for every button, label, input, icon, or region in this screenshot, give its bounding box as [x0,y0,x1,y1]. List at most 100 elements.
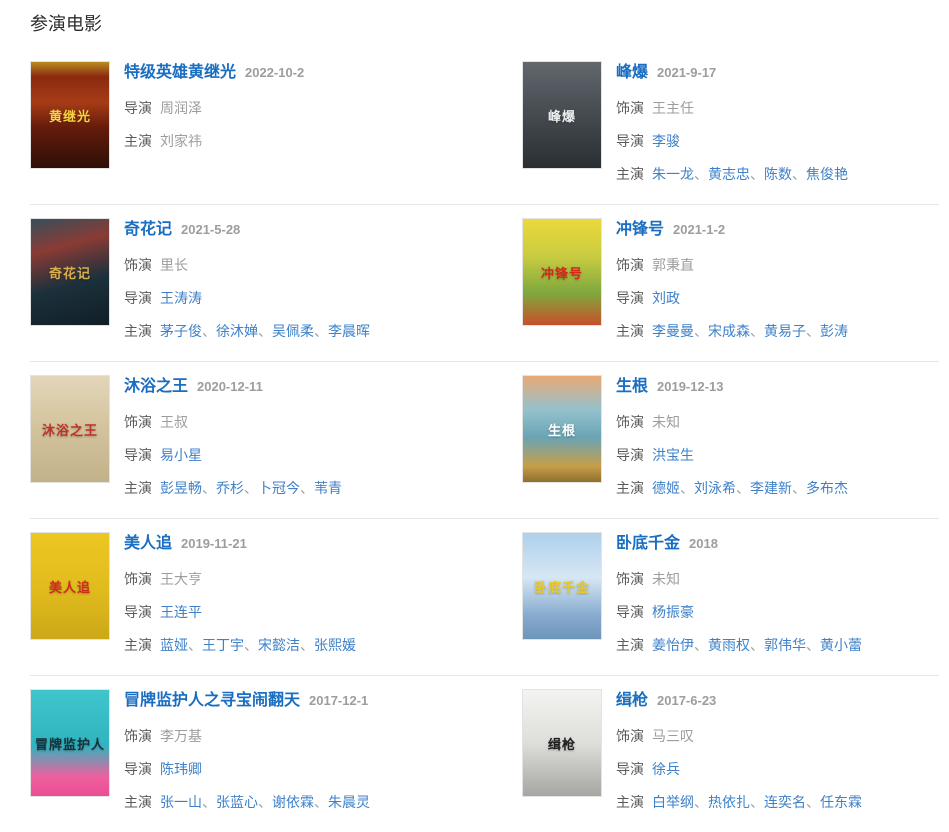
role-line: 饰演 未知 [616,572,862,587]
movie-poster-link[interactable]: 峰爆 [522,61,602,169]
stars-name-link[interactable]: 卜冠今 [258,480,300,496]
stars-name-link[interactable]: 彭昱畅 [160,480,202,496]
stars-name-link[interactable]: 张熙媛 [314,637,356,653]
movie-poster-link[interactable]: 冲锋号 [522,218,602,326]
stars-name-link[interactable]: 王丁宇 [202,637,244,653]
stars-name-link[interactable]: 蓝娅 [160,637,188,653]
stars-name-link[interactable]: 连奕名 [764,794,806,810]
stars-name-link[interactable]: 姜怡伊 [652,637,694,653]
movie-title-line: 冒牌监护人之寻宝闹翻天 2017-12-1 [124,691,370,711]
movie-title-link[interactable]: 峰爆 [616,64,649,81]
role-line: 饰演 未知 [616,415,848,430]
credit-label-director: 导演 [124,604,152,620]
movie-title-link[interactable]: 卧底千金 [616,535,681,552]
name-separator: 、 [258,794,272,810]
credit-label-stars: 主演 [616,794,644,810]
stars-name-link[interactable]: 郭伟华 [764,637,806,653]
director-name-link[interactable]: 刘政 [652,290,680,306]
credit-label-director: 导演 [616,447,644,463]
movie-poster-link[interactable]: 卧底千金 [522,532,602,640]
name-separator: 、 [736,480,750,496]
director-name-link[interactable]: 易小星 [160,447,202,463]
director-name-link[interactable]: 李骏 [652,133,680,149]
movie-title-link[interactable]: 冒牌监护人之寻宝闹翻天 [124,692,301,709]
stars-line: 主演 刘家祎 [124,134,304,149]
stars-name-link[interactable]: 乔杉 [216,480,244,496]
director-line: 导演 杨振豪 [616,605,862,620]
stars-name-link[interactable]: 黄小蕾 [820,637,862,653]
director-name-link[interactable]: 洪宝生 [652,447,694,463]
movie-card: 缉枪 缉枪 2017-6-23 饰演 马三叹 导演 徐兵 主演 白举纲、热依扎、连奕名、任东霖 [522,689,939,810]
stars-name-link[interactable]: 李曼曼 [652,323,694,339]
credit-label-director: 导演 [124,447,152,463]
movie-info: 生根 2019-12-13 饰演 未知 导演 洪宝生 主演 德姬、刘泳希、李建新、多布杰 [616,375,848,496]
stars-line: 主演 白举纲、热依扎、连奕名、任东霖 [616,795,862,810]
release-date: 2017-6-23 [657,693,717,708]
release-date: 2021-1-2 [673,222,726,237]
movie-title-link[interactable]: 特级英雄黄继光 [124,64,237,81]
movie-poster-link[interactable]: 沐浴之王 [30,375,110,483]
stars-name-link[interactable]: 德姬 [652,480,680,496]
movie-row: 冒牌监护人 冒牌监护人之寻宝闹翻天 2017-12-1 饰演 李万基 导演 陈玮卿 主演 张一山… [30,675,939,832]
movie-poster-link[interactable]: 生根 [522,375,602,483]
credit-label-role: 饰演 [616,728,644,744]
movie-poster-link[interactable]: 冒牌监护人 [30,689,110,797]
movie-poster-link[interactable]: 黄继光 [30,61,110,169]
name-separator: 、 [694,794,708,810]
director-name-link[interactable]: 陈玮卿 [160,761,202,777]
movie-title-link[interactable]: 生根 [616,378,649,395]
stars-line: 主演 德姬、刘泳希、李建新、多布杰 [616,481,848,496]
stars-name-link[interactable]: 朱晨灵 [328,794,370,810]
stars-name-link[interactable]: 李建新 [750,480,792,496]
director-line: 导演 易小星 [124,448,342,463]
stars-name-link[interactable]: 宋懿洁 [258,637,300,653]
stars-name-link[interactable]: 宋成森 [708,323,750,339]
stars-name-link[interactable]: 吴佩柔 [272,323,314,339]
name-separator: 、 [314,323,328,339]
stars-name-link[interactable]: 徐沐婵 [216,323,258,339]
stars-name-link[interactable]: 黄雨权 [708,637,750,653]
stars-name-link[interactable]: 彭涛 [820,323,848,339]
stars-name-link[interactable]: 朱一龙 [652,166,694,182]
release-date: 2017-12-1 [309,693,369,708]
stars-name-link[interactable]: 张蓝心 [216,794,258,810]
stars-name-link[interactable]: 黄易子 [764,323,806,339]
stars-name-link[interactable]: 陈数 [764,166,792,182]
movie-info: 美人追 2019-11-21 饰演 王大亨 导演 王连平 主演 蓝娅、王丁宇、宋懿洁、张熙媛 [124,532,356,653]
stars-name-link[interactable]: 白举纲 [652,794,694,810]
movie-title-link[interactable]: 奇花记 [124,221,173,238]
movie-title-link[interactable]: 缉枪 [616,692,649,709]
role-name-text: 王大亨 [160,571,202,587]
director-name-link[interactable]: 王涛涛 [160,290,202,306]
stars-name-link[interactable]: 谢依霖 [272,794,314,810]
stars-name-link[interactable]: 焦俊艳 [806,166,848,182]
name-separator: 、 [202,323,216,339]
role-line: 饰演 王大亨 [124,572,356,587]
name-separator: 、 [314,794,328,810]
movie-poster-link[interactable]: 美人追 [30,532,110,640]
stars-name-link[interactable]: 任东霖 [820,794,862,810]
stars-name-link[interactable]: 黄志忠 [708,166,750,182]
movie-grid: 黄继光 特级英雄黄继光 2022-10-2 导演 周润泽 主演 刘家祎 峰爆 峰爆 2021-9-… [30,61,939,832]
stars-name-link[interactable]: 热依扎 [708,794,750,810]
stars-name-link[interactable]: 张一山 [160,794,202,810]
director-name-link[interactable]: 王连平 [160,604,202,620]
movie-card: 黄继光 特级英雄黄继光 2022-10-2 导演 周润泽 主演 刘家祎 [30,61,522,182]
credit-label-stars: 主演 [616,323,644,339]
director-name-link[interactable]: 杨振豪 [652,604,694,620]
credit-label-director: 导演 [124,100,152,116]
movie-poster-link[interactable]: 奇花记 [30,218,110,326]
movie-title-link[interactable]: 沐浴之王 [124,378,189,395]
movie-poster-link[interactable]: 缉枪 [522,689,602,797]
movie-card: 冒牌监护人 冒牌监护人之寻宝闹翻天 2017-12-1 饰演 李万基 导演 陈玮卿 主演 张一山… [30,689,522,810]
stars-name-link[interactable]: 茅子俊 [160,323,202,339]
movie-card: 冲锋号 冲锋号 2021-1-2 饰演 郭秉直 导演 刘政 主演 李曼曼、宋成森、黄易子、彭涛 [522,218,939,339]
stars-name-link[interactable]: 李晨晖 [328,323,370,339]
stars-name-link[interactable]: 刘泳希 [694,480,736,496]
stars-name-link[interactable]: 苇青 [314,480,342,496]
stars-name-link[interactable]: 多布杰 [806,480,848,496]
movie-title-link[interactable]: 美人追 [124,535,173,552]
movie-title-link[interactable]: 冲锋号 [616,221,665,238]
director-name-link[interactable]: 徐兵 [652,761,680,777]
name-separator: 、 [806,637,820,653]
